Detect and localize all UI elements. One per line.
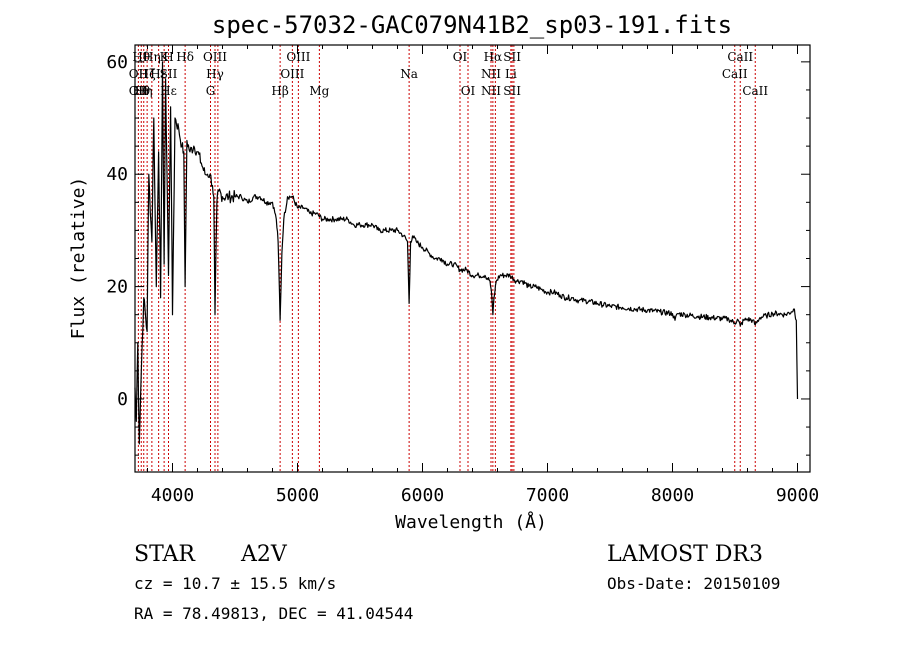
line-marker-label: NII xyxy=(481,84,501,98)
line-marker-label: OII xyxy=(129,84,149,98)
line-marker-label: OI xyxy=(453,50,468,64)
spectrum-line xyxy=(134,61,799,445)
line-marker-label: Hδ xyxy=(176,50,194,64)
line-marker-label: SII xyxy=(160,67,178,81)
line-marker-label: NII xyxy=(481,67,501,81)
line-marker-label: G xyxy=(206,84,216,98)
line-marker-label: Hθ xyxy=(132,84,150,98)
line-marker-label: CaII xyxy=(727,50,753,64)
line-marker-label: Hα xyxy=(484,50,503,64)
redshift-readout: cz = 10.7 ± 15.5 km/s xyxy=(134,574,336,593)
line-marker-labels: OIIOIIHθHθHηHζHηHεKHSIIHεHδGOIIIHγHβOIII… xyxy=(129,50,769,98)
line-marker-label: K xyxy=(160,50,170,64)
line-marker-label: Na xyxy=(400,67,418,81)
line-marker-label: Hη xyxy=(143,50,161,64)
line-marker-label: OIII xyxy=(203,50,227,64)
x-axis-label: Wavelength (Å) xyxy=(395,511,547,533)
y-axis-label: Flux (relative) xyxy=(68,177,89,340)
x-tick-label: 7000 xyxy=(526,485,569,506)
survey-name: LAMOST DR3 xyxy=(607,542,763,567)
x-tick-label: 8000 xyxy=(651,485,694,506)
y-tick-label: 60 xyxy=(106,52,128,73)
line-marker-label: Li xyxy=(505,67,517,81)
line-markers xyxy=(137,45,756,472)
line-marker-label: OIII xyxy=(280,67,304,81)
plot-frame xyxy=(134,44,811,473)
x-tick-label: 9000 xyxy=(776,485,819,506)
line-marker-label: SII xyxy=(503,50,521,64)
observation-date: Obs-Date: 20150109 xyxy=(607,574,780,593)
x-tick-label: 6000 xyxy=(401,485,444,506)
object-class: STAR xyxy=(134,542,196,567)
line-marker-label: CaII xyxy=(722,67,748,81)
line-marker-label: H xyxy=(163,50,173,64)
line-marker-label: Hε xyxy=(160,84,177,98)
line-marker-label: CaII xyxy=(742,84,768,98)
line-marker-label: Hζ xyxy=(139,67,156,81)
line-marker-label: Hβ xyxy=(271,84,288,98)
x-tick-label: 5000 xyxy=(276,485,319,506)
x-tick-labels: 4000 5000 6000 7000 8000 9000 xyxy=(151,485,819,506)
line-marker-label: Hθ xyxy=(132,50,150,64)
coordinates-readout: RA = 78.49813, DEC = 41.04544 xyxy=(134,604,413,623)
line-marker-label: OIII xyxy=(286,50,310,64)
line-marker-label: OI xyxy=(461,84,476,98)
y-tick-labels: 0 20 40 60 xyxy=(106,52,128,410)
line-marker-label: SII xyxy=(503,84,521,98)
y-tick-label: 40 xyxy=(106,164,128,185)
object-subclass: A2V xyxy=(240,542,288,567)
line-marker-label: Mg xyxy=(309,84,329,98)
chart-title: spec-57032-GAC079N41B2_sp03-191.fits xyxy=(212,11,732,39)
axis-ticks xyxy=(135,45,810,472)
line-marker-label: OII xyxy=(129,67,149,81)
y-tick-label: 0 xyxy=(117,389,128,410)
line-marker-label: Hγ xyxy=(206,67,224,81)
line-marker-label: Hη xyxy=(135,84,153,98)
y-tick-label: 20 xyxy=(106,277,128,298)
x-tick-label: 4000 xyxy=(151,485,194,506)
